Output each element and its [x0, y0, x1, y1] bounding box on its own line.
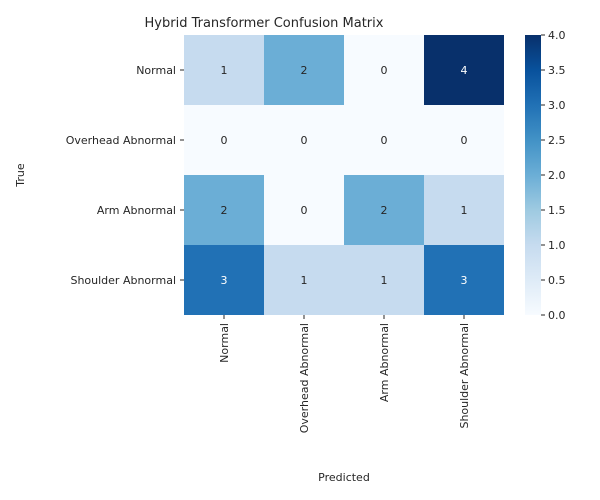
x-tick-label: Overhead Abnormal	[298, 323, 311, 433]
x-tick-label: Shoulder Abnormal	[458, 323, 471, 429]
y-axis-ticks: Normal Overhead Abnormal Arm Abnormal Shoul…	[66, 64, 184, 287]
colorbar-tick-label: 4.0	[548, 29, 566, 42]
colorbar-tick-label: 3.5	[548, 64, 566, 77]
x-tick-label: Arm Abnormal	[378, 323, 391, 402]
heatmap-cell-value: 1	[301, 274, 308, 287]
colorbar-tick-label: 1.5	[548, 204, 566, 217]
heatmap-cell	[344, 245, 424, 315]
heatmap-cell-value: 0	[301, 204, 308, 217]
heatmap-cell	[424, 105, 504, 175]
heatmap-cell	[184, 175, 264, 245]
heatmap-cell-value: 3	[461, 274, 468, 287]
heatmap-cell-value: 2	[301, 64, 308, 77]
heatmap-cell-value: 0	[461, 134, 468, 147]
colorbar-tick-label: 0.0	[548, 309, 566, 322]
heatmap-cell-value: 0	[381, 134, 388, 147]
heatmap-cell	[344, 105, 424, 175]
colorbar: 0.0 0.5 1.0 1.5 2.0 2.5 3.0 3.5 4.0	[525, 29, 566, 322]
heatmap-cells	[184, 35, 504, 315]
heatmap-cell	[344, 175, 424, 245]
heatmap-cell-value: 2	[381, 204, 388, 217]
y-tick-label: Overhead Abnormal	[66, 134, 176, 147]
x-tick-label: Normal	[218, 323, 231, 363]
heatmap-cell	[424, 35, 504, 105]
heatmap-cell	[264, 35, 344, 105]
heatmap-cell	[184, 35, 264, 105]
heatmap-cell-value: 2	[221, 204, 228, 217]
colorbar-gradient	[525, 35, 541, 315]
heatmap-cell	[264, 245, 344, 315]
colorbar-tick-label: 2.0	[548, 169, 566, 182]
heatmap-cell	[424, 175, 504, 245]
heatmap-cell	[264, 175, 344, 245]
heatmap-cell-value: 1	[461, 204, 468, 217]
y-axis-label: True	[14, 163, 27, 188]
x-axis-label: Predicted	[318, 471, 370, 484]
colorbar-tick-label: 3.0	[548, 99, 566, 112]
heatmap-cell	[264, 105, 344, 175]
heatmap-cell	[424, 245, 504, 315]
heatmap-cell-value: 1	[221, 64, 228, 77]
colorbar-tick-label: 0.5	[548, 274, 566, 287]
heatmap-cell-value: 0	[301, 134, 308, 147]
heatmap-cell	[344, 35, 424, 105]
heatmap-cell-labels: 1 2 0 4 0 0 0 0 2 0 2 1 3 1 1 3	[221, 64, 468, 287]
colorbar-tick-label: 1.0	[548, 239, 566, 252]
y-tick-label: Shoulder Abnormal	[70, 274, 176, 287]
heatmap-cell-value: 0	[221, 134, 228, 147]
heatmap-cell	[184, 245, 264, 315]
y-tick-label: Arm Abnormal	[97, 204, 176, 217]
colorbar-ticks: 0.0 0.5 1.0 1.5 2.0 2.5 3.0 3.5 4.0	[541, 29, 566, 322]
y-tick-label: Normal	[136, 64, 176, 77]
heatmap-cell-value: 1	[381, 274, 388, 287]
chart-title: Hybrid Transformer Confusion Matrix	[145, 16, 384, 31]
heatmap-cell-value: 4	[461, 64, 468, 77]
x-axis-ticks: Normal Overhead Abnormal Arm Abnormal Shoul…	[218, 315, 471, 433]
heatmap-cell	[184, 105, 264, 175]
colorbar-tick-label: 2.5	[548, 134, 566, 147]
heatmap-cell-value: 0	[381, 64, 388, 77]
heatmap-cell-value: 3	[221, 274, 228, 287]
